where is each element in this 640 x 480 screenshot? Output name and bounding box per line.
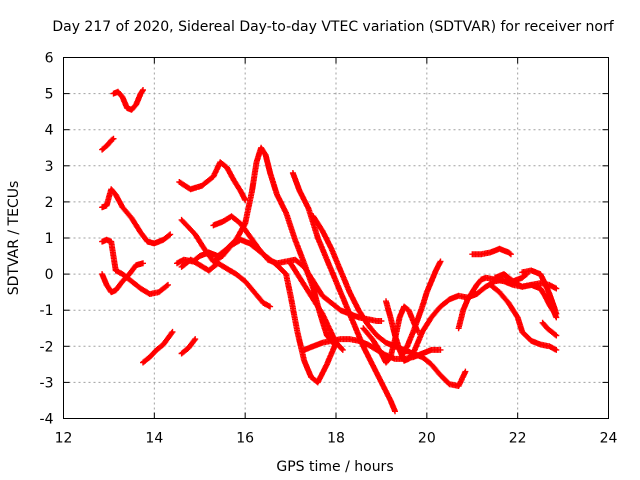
x-tick-label: 14 [145, 431, 163, 447]
y-tick-label: -3 [40, 375, 54, 391]
x-tick-label: 12 [55, 431, 73, 447]
y-tick-label: 5 [45, 87, 54, 103]
series-trace-v [487, 281, 560, 353]
x-tick-label: 16 [236, 431, 254, 447]
x-tick-label: 18 [327, 431, 345, 447]
y-tick-label: 2 [45, 195, 54, 211]
series-trace-c [99, 186, 174, 247]
y-tick-label: 6 [45, 51, 54, 67]
series-trace-h [176, 159, 249, 204]
y-tick-label: 4 [45, 123, 54, 139]
chart-title: Day 217 of 2020, Sidereal Day-to-day VTE… [52, 19, 614, 35]
y-tick-label: -4 [40, 412, 54, 428]
x-tick-label: 20 [418, 431, 436, 447]
series-trace-a [99, 135, 117, 153]
series-trace-l [210, 213, 385, 324]
series-trace-n [289, 170, 398, 415]
series-trace-j [178, 256, 274, 310]
data-traces [99, 87, 560, 415]
y-tick-label: 1 [45, 231, 54, 247]
x-axis-label: GPS time / hours [276, 459, 393, 475]
series-trace-x [519, 267, 560, 317]
y-tick-label: 0 [45, 267, 54, 283]
series-trace-e [99, 260, 146, 296]
series-trace-y [539, 319, 560, 339]
grid-lines [63, 57, 609, 419]
series-trace-f [140, 328, 176, 366]
axis-ticks [63, 57, 609, 419]
x-tick-labels: 12 14 16 18 20 22 24 [55, 431, 618, 447]
series-trace-d [99, 236, 171, 297]
y-tick-labels: -4 -3 -2 -1 0 1 2 3 4 5 6 [40, 51, 54, 428]
series-trace-u [469, 245, 514, 258]
x-tick-label: 24 [600, 431, 618, 447]
y-axis-label: SDTVAR / TECUs [6, 181, 22, 296]
x-tick-label: 22 [509, 431, 527, 447]
y-tick-label: -1 [40, 303, 54, 319]
series-trace-b [110, 87, 146, 113]
y-tick-label: -2 [40, 339, 54, 355]
y-tick-label: 3 [45, 159, 54, 175]
series-trace-s [401, 258, 444, 357]
series-trace-g [178, 336, 199, 357]
